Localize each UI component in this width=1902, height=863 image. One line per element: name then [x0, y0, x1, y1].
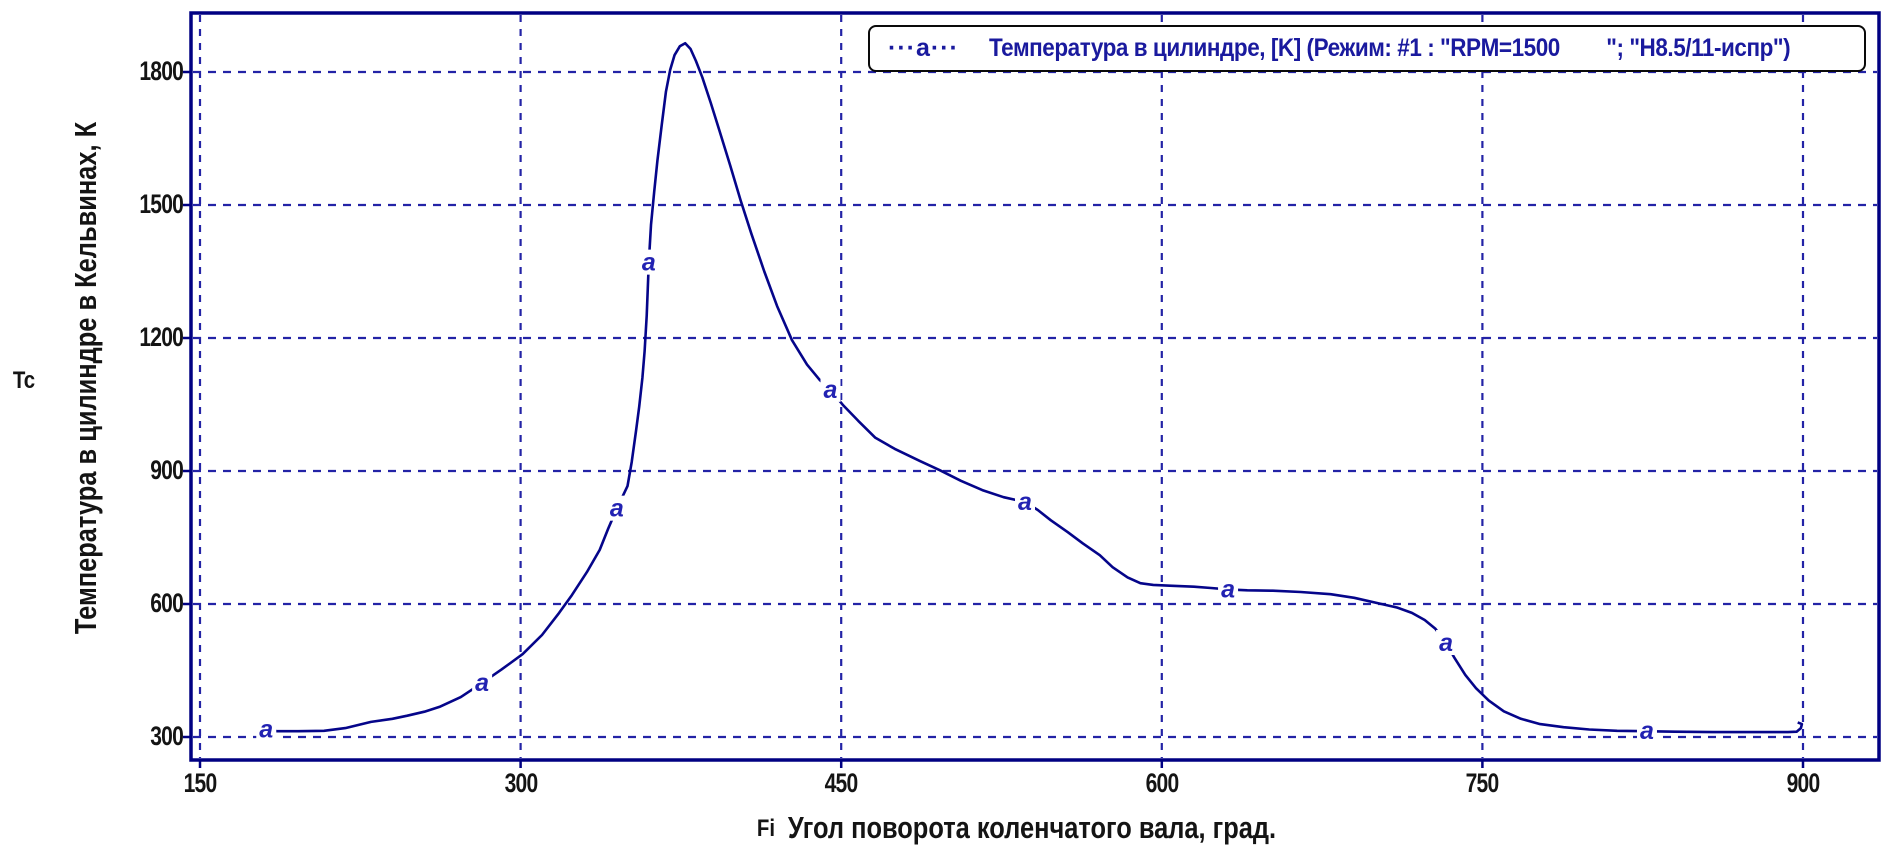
marker-gap — [1436, 630, 1457, 656]
legend-series-marker: ···a··· — [888, 34, 959, 62]
marker-gap — [1218, 576, 1239, 602]
y-tick-label: 1500 — [139, 189, 184, 219]
y-tick-label: 1200 — [139, 322, 184, 352]
marker-gap — [472, 669, 493, 695]
x-tick-label: 450 — [824, 768, 859, 798]
marker-gap — [638, 249, 659, 275]
x-tick-label: 750 — [1465, 768, 1500, 798]
marker-gap — [1636, 718, 1657, 744]
y-tick-label: 600 — [150, 588, 184, 618]
marker-gap — [256, 716, 277, 742]
marker-gap — [820, 376, 841, 402]
x-tick-label: 150 — [183, 768, 218, 798]
legend-box[interactable]: ···a··· Температура в цилиндре, [K] (Реж… — [868, 25, 1866, 72]
y-tick-label: 300 — [150, 721, 184, 751]
marker-gap — [1015, 489, 1036, 515]
series-marker-a: a — [475, 669, 489, 697]
y-tick-label: 900 — [150, 455, 184, 485]
series-marker-a: a — [824, 376, 838, 404]
series-marker-a: a — [1221, 575, 1235, 603]
x-tick-label: 900 — [1786, 768, 1821, 798]
y-axis-title: Температура в цилиндре в Кельвинах, К — [68, 121, 103, 635]
series-marker-a: a — [1439, 629, 1453, 657]
marker-gap — [606, 495, 627, 521]
x-axis-title: Угол поворота коленчатого вала, град. — [787, 810, 1277, 845]
series-marker-a: a — [1018, 488, 1032, 516]
series-marker-a: a — [642, 249, 656, 277]
x-tick-label: 600 — [1145, 768, 1179, 798]
series-marker-a: a — [610, 495, 624, 523]
y-axis-symbol: Tc — [12, 367, 36, 394]
temperature-curve — [266, 41, 1804, 734]
legend-series-label: Температура в цилиндре, [K] (Режим: #1 :… — [988, 34, 1791, 62]
y-tick-label: 1800 — [139, 56, 184, 86]
x-axis-symbol: Fi — [756, 815, 776, 842]
plot-frame — [189, 11, 1881, 762]
series-marker-a: a — [1640, 717, 1654, 745]
series-marker-a: a — [259, 715, 273, 743]
x-tick-label: 300 — [504, 768, 538, 798]
